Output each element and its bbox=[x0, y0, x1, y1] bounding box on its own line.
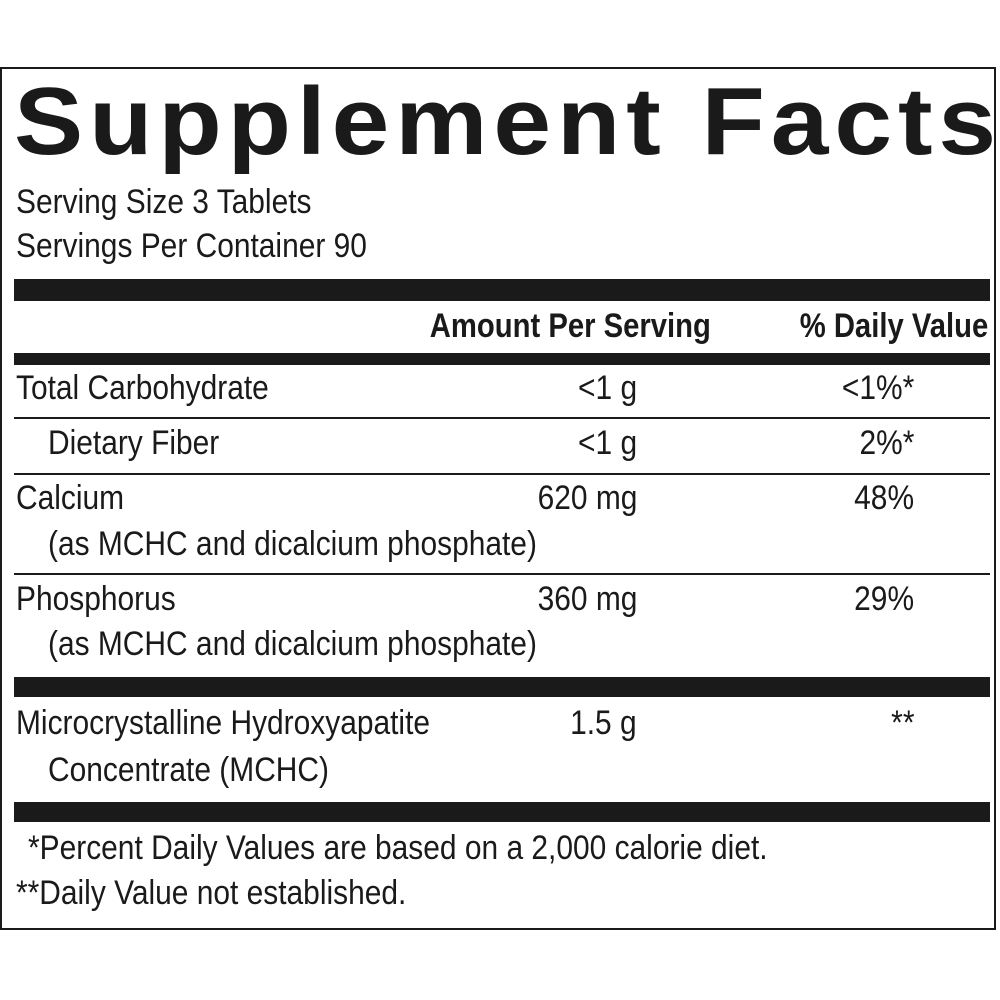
medium-divider bbox=[14, 353, 990, 365]
ingredient-name-mchc: Microcrystalline Hydroxyapatite bbox=[16, 704, 431, 742]
thick-divider bbox=[14, 802, 990, 822]
nutrient-dv-calcium: 48% bbox=[854, 479, 914, 517]
nutrient-amount-dietary-fiber: <1 g bbox=[577, 424, 637, 462]
thick-divider bbox=[14, 677, 990, 697]
row-divider bbox=[14, 573, 990, 575]
servings-per-container: Servings Per Container 90 bbox=[16, 227, 367, 265]
nutrient-name-calcium: Calcium bbox=[16, 479, 125, 517]
nutrient-dv-phosphorus: 29% bbox=[854, 580, 914, 618]
ingredient-name-mchc-line2: Concentrate (MCHC) bbox=[48, 751, 329, 789]
nutrient-name-phosphorus: Phosphorus bbox=[16, 580, 176, 618]
nutrient-dv-dietary-fiber: 2%* bbox=[859, 424, 914, 462]
nutrient-amount-phosphorus: 360 mg bbox=[537, 580, 637, 618]
nutrient-dv-total-carbohydrate: <1%* bbox=[841, 369, 914, 407]
daily-value-header: % Daily Value bbox=[799, 307, 988, 345]
nutrient-name-dietary-fiber: Dietary Fiber bbox=[48, 424, 220, 462]
panel-title: Supplement Facts bbox=[14, 68, 996, 175]
serving-size: Serving Size 3 Tablets bbox=[16, 183, 312, 221]
nutrient-amount-calcium: 620 mg bbox=[537, 479, 637, 517]
footnote-not-established: **Daily Value not established. bbox=[16, 874, 407, 912]
nutrient-name-total-carbohydrate: Total Carbohydrate bbox=[16, 369, 269, 407]
ingredient-amount-mchc: 1.5 g bbox=[570, 704, 637, 742]
thick-divider bbox=[14, 279, 990, 301]
footnote-percent-daily-values: *Percent Daily Values are based on a 2,0… bbox=[28, 829, 768, 867]
nutrient-source-calcium: (as MCHC and dicalcium phosphate) bbox=[48, 525, 537, 563]
amount-per-serving-header: Amount Per Serving bbox=[429, 307, 711, 345]
row-divider bbox=[14, 473, 990, 475]
supplement-facts-panel: Supplement Facts Serving Size 3 Tablets … bbox=[0, 67, 996, 930]
nutrient-source-phosphorus: (as MCHC and dicalcium phosphate) bbox=[48, 625, 537, 663]
ingredient-dv-mchc: ** bbox=[890, 704, 914, 742]
row-divider bbox=[14, 417, 990, 419]
nutrient-amount-total-carbohydrate: <1 g bbox=[577, 369, 637, 407]
